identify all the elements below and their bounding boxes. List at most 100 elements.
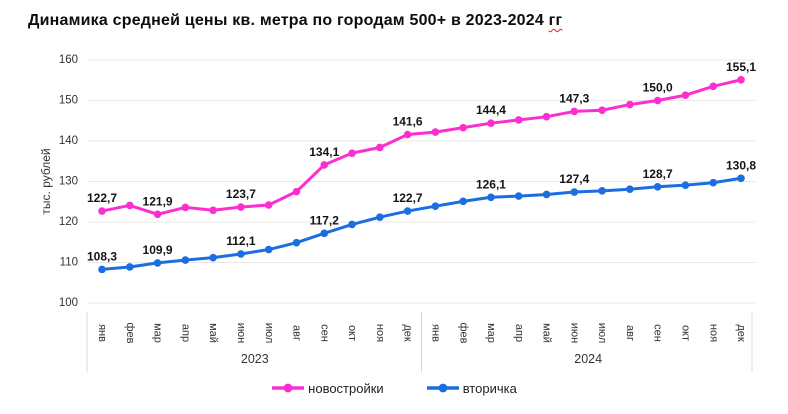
month-tick-label: мар [152, 323, 164, 343]
y-tick-label: 130 [59, 176, 78, 188]
data-label: 122,7 [87, 191, 117, 205]
data-point [626, 100, 634, 109]
month-tick-label: июл [596, 323, 608, 344]
data-point [709, 82, 718, 91]
legend-label: вторичка [462, 380, 517, 396]
data-point [125, 201, 134, 210]
data-point [292, 238, 301, 247]
legend-item-новостройки[interactable]: новостройки [271, 381, 384, 396]
data-point [459, 197, 467, 206]
legend-item-вторичка[interactable]: вторичка [426, 381, 517, 396]
data-point [653, 182, 662, 191]
legend-line-marker-icon [426, 383, 459, 393]
month-tick-label: май [207, 323, 219, 343]
data-point [431, 128, 440, 136]
data-label: 134,1 [309, 145, 339, 159]
data-point [487, 193, 495, 202]
data-point [237, 250, 245, 258]
chart-title-spellchecked-word: гг [548, 12, 563, 29]
data-label: 147,3 [559, 91, 589, 105]
data-label: 141,6 [393, 115, 423, 129]
y-tick-label: 110 [60, 257, 78, 269]
year-label-2023: 2023 [241, 352, 269, 366]
data-label: 150,0 [643, 81, 673, 95]
data-point [514, 116, 523, 124]
data-point [737, 174, 745, 183]
data-point [542, 112, 551, 121]
data-point [98, 265, 106, 274]
data-label: 121,9 [143, 194, 173, 208]
series-line-новостройки [100, 78, 743, 216]
y-tick-label: 100 [59, 297, 78, 309]
series-line-вторичка [100, 176, 743, 271]
month-tick-label: янв [96, 324, 108, 342]
month-tick-label: окт [346, 325, 358, 341]
month-tick-label: июн [568, 323, 580, 343]
year-label-2024: 2024 [574, 352, 602, 366]
month-tick-label: май [541, 323, 553, 343]
data-label: 126,1 [476, 177, 506, 191]
data-point [320, 161, 329, 169]
data-point [125, 263, 134, 271]
data-point [542, 190, 551, 199]
month-tick-label: апр [179, 324, 191, 342]
data-point [570, 107, 579, 116]
data-label: 155,1 [726, 60, 756, 74]
data-point [292, 187, 301, 196]
chart-title-text: Динамика средней цены кв. метра по город… [28, 12, 544, 29]
price-line-chart[interactable]: 100 110 120 130 140 150 160 тыс. рублей янв фев ма… [0, 40, 788, 374]
data-label: 144,4 [476, 103, 506, 117]
month-tick-label: июл [263, 323, 275, 344]
data-point [153, 259, 162, 267]
data-point [431, 202, 440, 211]
data-point [626, 185, 634, 193]
data-label: 127,4 [559, 172, 589, 186]
data-point [209, 253, 217, 262]
data-point [737, 76, 745, 84]
month-tick-label: мар [485, 323, 497, 343]
data-point [320, 229, 329, 238]
data-point [487, 119, 495, 127]
legend-label: новостройки [308, 380, 384, 396]
data-point [709, 178, 718, 187]
data-point [403, 207, 412, 215]
data-point [514, 192, 523, 200]
data-label: 109,9 [143, 243, 173, 257]
data-point [348, 220, 356, 229]
month-tick-label: фев [124, 322, 136, 343]
data-point [598, 106, 606, 115]
data-point [681, 181, 690, 189]
data-point [181, 256, 190, 264]
legend-line-marker-icon [272, 383, 305, 393]
y-axis-title: тыс. рублей [39, 148, 53, 214]
data-point [403, 130, 412, 139]
y-tick-label: 120 [59, 216, 78, 228]
month-tick-label: июн [235, 323, 247, 343]
month-tick-label: фев [457, 322, 469, 343]
month-tick-label: апр [513, 324, 525, 342]
month-tick-label: сен [652, 324, 664, 342]
month-tick-label: дек [402, 324, 414, 342]
data-point [237, 203, 245, 211]
month-tick-label: сен [318, 324, 330, 342]
month-tick-label: авг [624, 325, 636, 341]
chart-title: Динамика средней цены кв. метра по город… [28, 12, 562, 30]
data-point [570, 188, 579, 196]
data-point [264, 201, 273, 209]
data-point [376, 213, 384, 221]
month-tick-label: ноя [707, 324, 719, 342]
data-label: 130,8 [726, 158, 756, 172]
data-point [348, 149, 356, 157]
data-point [459, 123, 467, 132]
chart-legend: новостройки вторичка [0, 374, 788, 402]
y-tick-label: 140 [59, 135, 78, 147]
data-label: 112,1 [226, 234, 256, 248]
data-label: 117,2 [310, 213, 340, 227]
data-point [598, 187, 606, 195]
data-point [653, 96, 662, 105]
y-tick-label: 150 [59, 95, 78, 107]
y-tick-label: 160 [59, 54, 78, 66]
month-tick-label: дек [735, 324, 747, 342]
data-label: 108,3 [87, 249, 117, 263]
